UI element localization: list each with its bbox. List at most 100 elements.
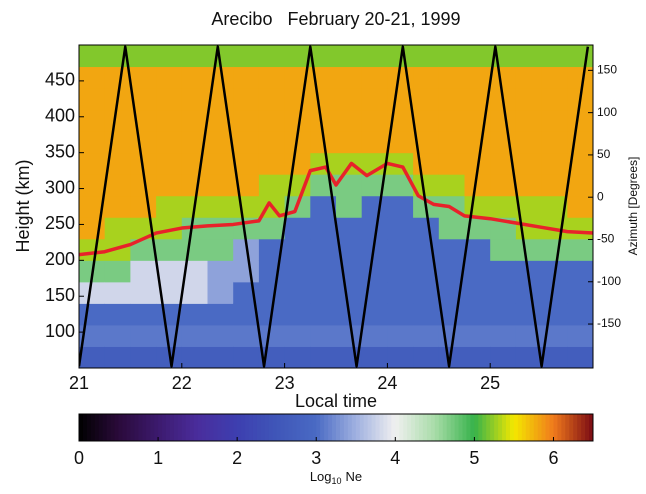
colorbar-segment xyxy=(245,414,250,441)
heat-cell xyxy=(79,109,106,132)
heat-cell xyxy=(336,281,363,304)
heat-cell xyxy=(284,238,311,261)
colorbar-segment xyxy=(470,414,475,441)
colorbar-segment xyxy=(150,414,155,441)
heat-cell xyxy=(361,217,388,240)
heat-cell xyxy=(361,131,388,154)
colorbar-tick-label: 6 xyxy=(548,448,558,468)
heat-cell xyxy=(464,195,491,218)
heat-cell xyxy=(284,88,311,111)
heat-cell xyxy=(258,152,286,175)
heat-cell xyxy=(207,303,234,326)
heat-cell xyxy=(207,174,234,197)
colorbar-segment xyxy=(458,414,464,441)
heat-cell xyxy=(438,346,465,368)
heat-cell xyxy=(567,195,593,218)
colorbar-segment xyxy=(106,414,112,441)
colorbar-segment xyxy=(296,414,301,441)
heat-cell xyxy=(104,217,131,240)
heat-cell xyxy=(438,260,465,283)
heat-cell xyxy=(515,195,543,218)
heat-cell xyxy=(130,152,157,175)
heat-cell xyxy=(310,45,337,68)
heat-cell xyxy=(130,45,157,68)
heat-cell xyxy=(258,131,286,154)
colorbar-segment xyxy=(573,414,578,441)
colorbar-segment xyxy=(379,414,384,441)
heat-cell xyxy=(310,324,337,347)
colorbar-segment xyxy=(276,414,282,441)
colorbar-segment xyxy=(383,414,388,441)
heat-cell xyxy=(258,45,286,68)
colorbar-segment xyxy=(268,414,274,441)
heat-cell xyxy=(207,131,234,154)
colorbar-segment xyxy=(403,414,408,441)
colorbar-segment xyxy=(454,414,460,441)
heat-cell xyxy=(336,217,363,240)
colorbar-segment xyxy=(126,414,131,441)
heat-cell xyxy=(515,346,543,368)
colorbar-segment xyxy=(264,414,270,441)
heat-cell xyxy=(336,324,363,347)
heat-cell xyxy=(361,346,388,368)
heat-cell xyxy=(387,303,414,326)
heat-cell xyxy=(361,260,388,283)
colorbar-segment xyxy=(169,414,175,441)
heat-cell xyxy=(464,131,491,154)
heat-cell xyxy=(207,260,234,283)
colorbar-segment xyxy=(557,414,562,441)
heat-cell xyxy=(156,260,183,283)
heat-cell xyxy=(207,324,234,347)
colorbar-segment xyxy=(446,414,452,441)
heat-cell xyxy=(284,260,311,283)
heat-cell xyxy=(233,346,260,368)
heat-cell xyxy=(258,281,286,304)
colorbar-label-base: Log xyxy=(310,469,332,484)
heat-cell xyxy=(413,66,440,89)
plot-frame xyxy=(78,44,594,369)
heat-cell xyxy=(387,281,414,304)
heat-cell xyxy=(336,238,363,261)
y-tick-label: 450 xyxy=(45,70,75,90)
colorbar-segment xyxy=(332,414,337,441)
heat-cell xyxy=(361,195,388,218)
heat-cell xyxy=(387,217,414,240)
heat-cell xyxy=(387,324,414,347)
heat-cell xyxy=(490,109,517,132)
heat-cell xyxy=(387,152,414,175)
heat-cell xyxy=(156,195,183,218)
colorbar-segment xyxy=(466,414,471,441)
colorbar-segment xyxy=(300,414,305,441)
y2-tick-label: 0 xyxy=(597,189,604,203)
heat-cell xyxy=(464,238,491,261)
colorbar-segment xyxy=(122,414,127,441)
heat-cell xyxy=(207,195,234,218)
colorbar-segment xyxy=(486,414,491,441)
heat-cell xyxy=(490,260,517,283)
heat-cell xyxy=(79,174,106,197)
heat-cell xyxy=(438,174,465,197)
colorbar-segment xyxy=(118,414,123,441)
colorbar-segment xyxy=(158,414,163,441)
heat-cell xyxy=(515,303,543,326)
heat-cell xyxy=(310,238,337,261)
colorbar-segment xyxy=(589,414,594,441)
colorbar-segment xyxy=(422,414,428,441)
x-tick-label: 22 xyxy=(172,373,192,393)
colorbar-segment xyxy=(154,414,159,441)
heat-cell xyxy=(413,260,440,283)
heat-cell xyxy=(541,346,568,368)
heat-cell xyxy=(181,260,208,283)
heat-cell xyxy=(567,238,593,261)
heat-cell xyxy=(181,45,208,68)
heat-cell xyxy=(361,66,388,89)
y-tick-label: 400 xyxy=(45,106,75,126)
heat-cell xyxy=(567,281,593,304)
colorbar-segment xyxy=(280,414,286,441)
heat-cell xyxy=(181,174,208,197)
colorbar-segment xyxy=(134,414,139,441)
heat-cell xyxy=(79,131,106,154)
heat-cell xyxy=(130,303,157,326)
colorbar-segment xyxy=(205,414,210,441)
